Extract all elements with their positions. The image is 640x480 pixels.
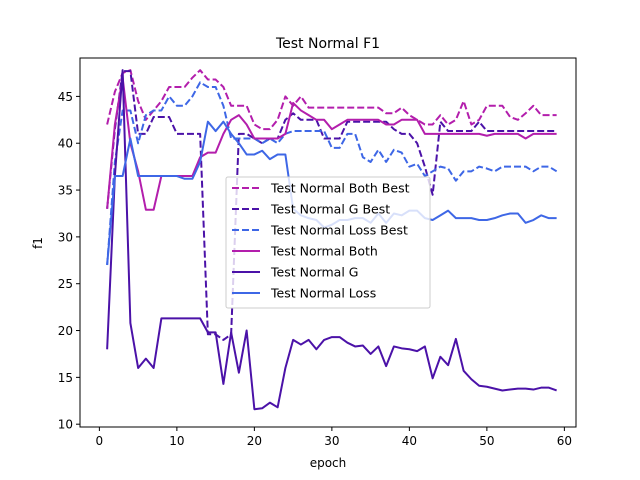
plot-frame [79,57,577,428]
x-tick-label: 50 [479,434,494,448]
y-tick-label: 10 [58,418,73,432]
series-line-4 [106,76,557,211]
x-axis: 0 10 20 30 40 50 60 [96,427,572,448]
y-tick-label: 25 [58,277,73,291]
x-tick-label: 30 [324,434,339,448]
series-line-2 [106,70,557,341]
y-tick-label: 40 [58,137,73,151]
y-tick-label: 45 [58,90,73,104]
x-axis-label: epoch [310,456,347,470]
y-tick-label: 35 [58,184,73,198]
y-axis-label: f1 [31,237,45,249]
legend-label-5: Test Normal G [270,265,358,280]
y-tick-label: 30 [58,230,73,244]
legend-label-4: Test Normal Both [270,244,378,259]
legend-label-2: Test Normal G Best [270,202,390,217]
y-axis: 10 15 20 25 30 35 40 45 [58,90,80,432]
x-tick-label: 40 [402,434,417,448]
x-tick-label: 20 [247,434,262,448]
series-line-3 [106,81,558,266]
legend-label-6: Test Normal Loss [270,286,376,301]
legend-label-1: Test Normal Both Best [270,181,410,196]
x-tick-label: 10 [169,434,184,448]
y-tick-label: 15 [58,371,73,385]
x-tick-label: 60 [557,434,572,448]
series-line-5 [106,69,557,411]
chart-title: Test Normal F1 [275,36,380,52]
plot-area [79,57,577,428]
legend-box [225,176,431,309]
legend: Test Normal Both Best Test Normal G Best T… [225,176,431,309]
series-line-1 [106,69,557,131]
y-tick-label: 20 [58,324,73,338]
x-tick-label: 0 [96,434,104,448]
series-layer [106,69,558,411]
legend-label-3: Test Normal Loss Best [270,223,408,238]
